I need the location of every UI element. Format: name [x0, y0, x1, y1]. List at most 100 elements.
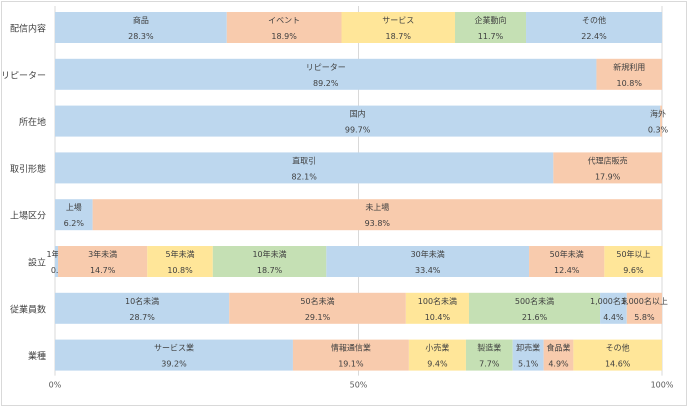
- data-label: 4.4%: [603, 313, 624, 322]
- segment-name-label: 未上場: [365, 202, 389, 212]
- bar-segment: [529, 246, 605, 277]
- bar-segment: [147, 246, 213, 277]
- data-label: 82.1%: [291, 172, 317, 181]
- data-label: 28.3%: [128, 32, 154, 41]
- segment-name-label: 国内: [350, 109, 366, 119]
- segment-name-label: 製造業: [477, 343, 501, 353]
- data-label: 12.4%: [554, 266, 580, 275]
- bar-segment: [55, 58, 597, 90]
- bar-segment: [55, 339, 293, 371]
- x-tick-label: 0%: [49, 381, 62, 390]
- bar-segment: [55, 105, 661, 137]
- bar-segment: [326, 246, 530, 277]
- segment-name-label: 情報通信業: [331, 343, 371, 353]
- bar-segment: [573, 339, 662, 371]
- data-label: 39.2%: [161, 360, 187, 369]
- bar-segment: [229, 292, 406, 324]
- bar-segment: [55, 246, 59, 277]
- bar-segment: [226, 12, 342, 43]
- bar-segment: [55, 12, 227, 43]
- segment-name-label: 10年未満: [252, 249, 286, 259]
- segment-name-label: 新規利用: [613, 62, 645, 72]
- data-label: 22.4%: [581, 32, 607, 41]
- data-label: 28.7%: [129, 313, 155, 322]
- bar-segment: [341, 12, 456, 43]
- segment-name-label: 直取引: [292, 155, 316, 165]
- bar-segment: [626, 292, 662, 324]
- segment-name-label: 50年以上: [616, 249, 650, 259]
- segment-name-label: 企業動向: [475, 15, 507, 25]
- category-label: リピーター: [1, 70, 46, 81]
- segment-name-label: その他: [606, 343, 630, 353]
- x-tick-label: 50%: [350, 381, 368, 390]
- segment-name-label: イベント: [268, 16, 300, 25]
- data-label: 19.1%: [338, 360, 364, 369]
- data-label: 9.4%: [427, 360, 448, 369]
- segment-name-label: リピーター: [306, 63, 346, 72]
- data-label: 10.8%: [167, 266, 193, 275]
- data-label: 0.3%: [648, 126, 669, 135]
- data-label: 99.7%: [345, 126, 371, 135]
- bar-segment: [660, 105, 662, 137]
- data-label: 14.6%: [605, 360, 631, 369]
- category-label: 上場区分: [10, 210, 46, 222]
- segment-name-label: 海外: [650, 109, 666, 119]
- bar-segment: [604, 246, 663, 277]
- bar-segment: [465, 339, 513, 371]
- data-label: 14.7%: [90, 266, 116, 275]
- bar-segment: [553, 152, 662, 184]
- bar-segment: [512, 339, 544, 371]
- data-label: 11.7%: [478, 32, 504, 41]
- bar-segment: [55, 199, 93, 231]
- bar-segment: [92, 199, 662, 231]
- segment-name-label: 卸売業: [516, 343, 540, 353]
- segment-name-label: 商品: [133, 15, 149, 25]
- segment-name-label: その他: [582, 15, 606, 25]
- segment-name-label: 500名未満: [515, 296, 554, 306]
- bar-segment: [408, 339, 466, 371]
- category-label: 配信内容: [10, 23, 46, 35]
- bar-segment: [405, 292, 469, 324]
- bar-segment: [292, 339, 409, 371]
- data-label: 6.2%: [64, 219, 85, 228]
- bar-segment: [55, 152, 554, 184]
- category-label: 設立: [28, 257, 46, 269]
- data-label: 93.8%: [365, 219, 391, 228]
- x-tick-label: 100%: [651, 381, 674, 390]
- data-label: 33.4%: [415, 266, 441, 275]
- segment-name-label: 3年未満: [88, 249, 117, 259]
- segment-name-label: 100名未満: [418, 296, 457, 306]
- data-label: 17.9%: [595, 172, 621, 181]
- bar-segment: [58, 246, 148, 277]
- bar-segment: [600, 292, 627, 324]
- category-label: 従業員数: [10, 303, 46, 315]
- data-label: 89.2%: [313, 79, 339, 88]
- bar-segment: [596, 58, 662, 90]
- data-label: 10.8%: [617, 79, 643, 88]
- segment-name-label: サービス: [382, 16, 414, 25]
- segment-name-label: 50年未満: [550, 249, 584, 259]
- category-label: 所在地: [19, 116, 46, 128]
- segment-name-label: 小売業: [425, 343, 449, 353]
- segment-name-label: 5年未満: [165, 249, 194, 259]
- segment-name-label: 1,000名未満: [590, 296, 637, 306]
- data-label: 9.6%: [623, 266, 644, 275]
- bar-segment: [55, 292, 230, 324]
- data-label: 5.1%: [518, 360, 539, 369]
- bar-segment: [468, 292, 601, 324]
- data-label: 7.7%: [479, 360, 500, 369]
- bar-segment: [212, 246, 327, 277]
- segment-name-label: 1,000名以上: [621, 296, 668, 306]
- segment-name-label: 50名未満: [300, 296, 334, 306]
- segment-name-label: 上場: [66, 202, 82, 212]
- data-label: 4.9%: [548, 360, 569, 369]
- category-label: 取引形態: [10, 163, 46, 175]
- bar-segment: [455, 12, 527, 43]
- bar-segment: [526, 12, 662, 43]
- data-label: 18.9%: [271, 32, 297, 41]
- segment-name-label: 食品業: [547, 343, 571, 353]
- data-label: 21.6%: [522, 313, 548, 322]
